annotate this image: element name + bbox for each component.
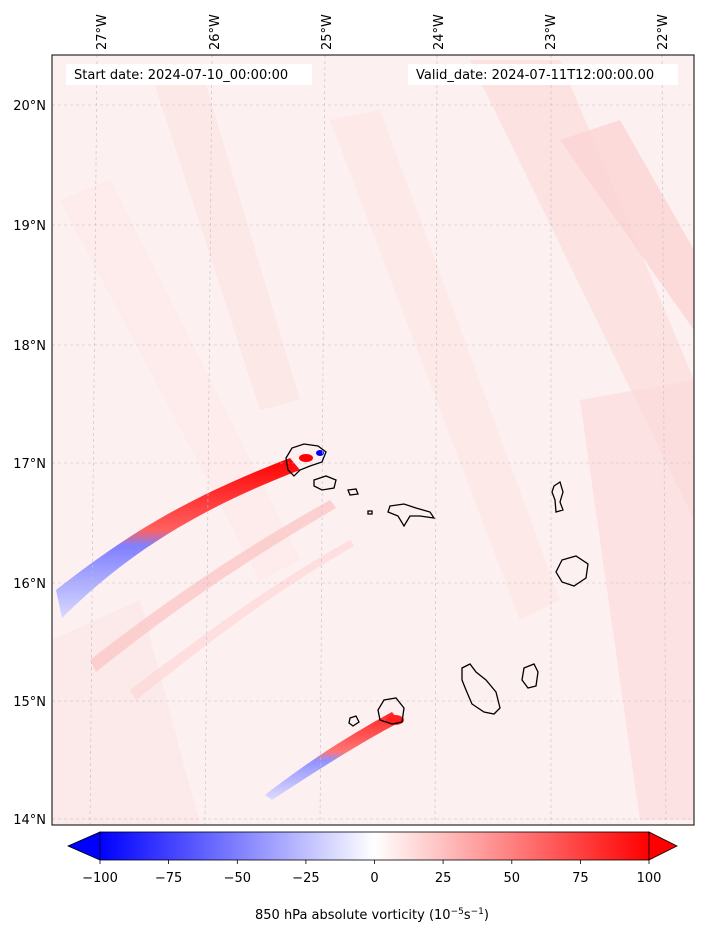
cb-tick-100: 100 (637, 871, 662, 886)
start-date-label: Start date: 2024-07-10_00:00:00 (74, 68, 288, 83)
lon-labels: 27°W 26°W 25°W 24°W 23°W 22°W (95, 14, 671, 50)
island-santo-antao (285, 443, 327, 477)
island-sao-vicente (313, 475, 337, 491)
island-fogo (377, 697, 405, 725)
island-santiago (461, 663, 501, 715)
shear-band-south (265, 712, 400, 800)
lat-label-20n: 20°N (13, 99, 46, 114)
valid-date-label: Valid_date: 2024-07-11T12:00:00.00 (416, 68, 654, 83)
lat-label-18n: 18°N (13, 339, 46, 354)
island-boa-vista (555, 555, 589, 587)
lat-label-14n: 14°N (13, 813, 46, 828)
lon-label-23w: 23°W (544, 14, 559, 50)
cb-tick-neg75: −75 (155, 871, 182, 886)
colorbar: −100 −75 −50 −25 0 25 50 75 100 850 hPa … (67, 831, 678, 923)
colorbar-title: 850 hPa absolute vorticity (10−5s−1) (255, 907, 489, 923)
lat-label-15n: 15°N (13, 695, 46, 710)
lat-labels: 20°N 19°N 18°N 17°N 16°N 15°N 14°N (13, 99, 46, 828)
cb-tick-0: 0 (370, 871, 378, 886)
map-panel: Start date: 2024-07-10_00:00:00 Valid_da… (51, 54, 695, 826)
cb-tick-neg100: −100 (82, 871, 118, 886)
lon-label-24w: 24°W (432, 14, 447, 50)
island-brava (348, 715, 360, 727)
cb-tick-25: 25 (435, 871, 452, 886)
island-sao-nicolau (387, 503, 436, 528)
lon-label-22w: 22°W (656, 14, 671, 50)
cb-tick-neg50: −50 (224, 871, 251, 886)
island-santa-luzia (347, 488, 359, 496)
coastlines (285, 443, 589, 727)
lat-label-16n: 16°N (13, 577, 46, 592)
vorticity-field (52, 60, 694, 825)
shear-band-north (56, 458, 300, 618)
lat-label-17n: 17°N (13, 457, 46, 472)
island-maio (521, 663, 539, 689)
gridlines (52, 55, 694, 825)
island-sal (551, 480, 564, 513)
lon-label-27w: 27°W (95, 14, 110, 50)
cb-tick-75: 75 (572, 871, 589, 886)
cb-tick-neg25: −25 (292, 871, 319, 886)
lon-label-25w: 25°W (320, 14, 335, 50)
lon-label-26w: 26°W (208, 14, 223, 50)
lat-label-19n: 19°N (13, 219, 46, 234)
cb-tick-50: 50 (504, 871, 521, 886)
